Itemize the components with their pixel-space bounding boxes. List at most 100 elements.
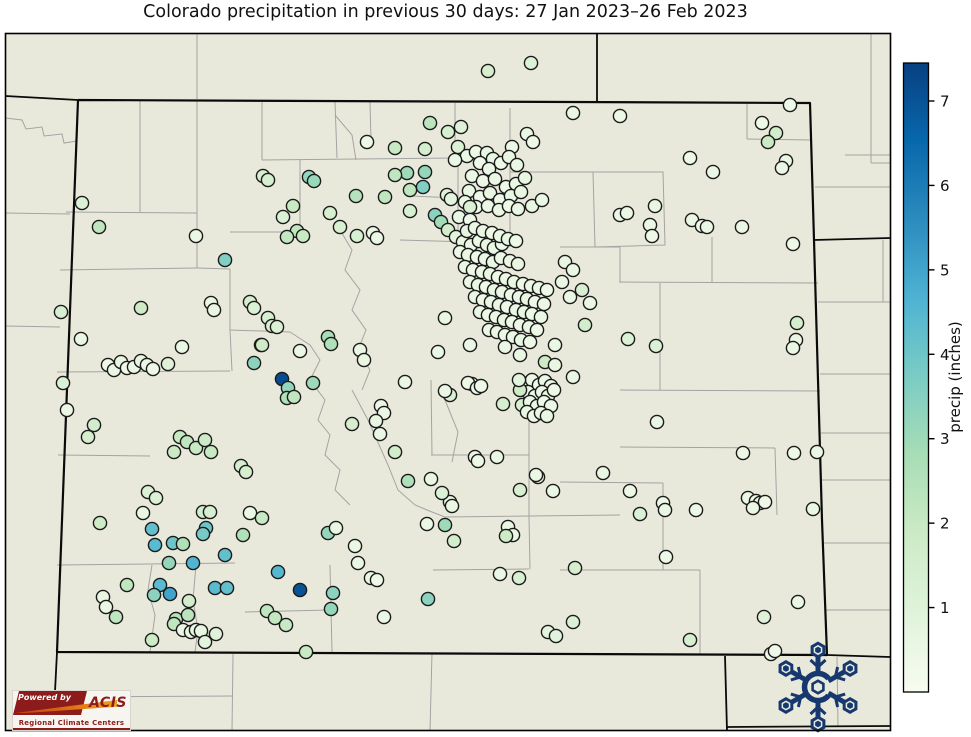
station-point bbox=[768, 125, 784, 141]
map-title: Colorado precipitation in previous 30 da… bbox=[143, 2, 748, 22]
station-point bbox=[612, 108, 628, 124]
station-point bbox=[809, 444, 825, 460]
station-point bbox=[440, 124, 456, 140]
station-point bbox=[292, 343, 308, 359]
station-point bbox=[595, 465, 611, 481]
station-point bbox=[644, 228, 660, 244]
colorbar-tick-label: 5 bbox=[940, 261, 950, 279]
station-point bbox=[688, 502, 704, 518]
station-point bbox=[350, 555, 366, 571]
station-point bbox=[202, 504, 218, 520]
station-point bbox=[242, 505, 258, 521]
station-point bbox=[146, 587, 162, 603]
station-point bbox=[547, 337, 563, 353]
station-point bbox=[785, 236, 801, 252]
station-point bbox=[565, 369, 581, 385]
station-point bbox=[348, 188, 364, 204]
station-point bbox=[356, 352, 372, 368]
station-point bbox=[359, 134, 375, 150]
acis-logo: Powered by ACIS Regional Climate Centers bbox=[13, 691, 130, 730]
station-point bbox=[734, 219, 750, 235]
station-point bbox=[188, 440, 204, 456]
station-point bbox=[323, 601, 339, 617]
station-point bbox=[447, 152, 463, 168]
station-point bbox=[188, 228, 204, 244]
station-point bbox=[119, 577, 135, 593]
station-point bbox=[529, 322, 545, 338]
station-point bbox=[387, 444, 403, 460]
station-point bbox=[620, 331, 636, 347]
station-point bbox=[443, 191, 459, 207]
station-point bbox=[369, 572, 385, 588]
station-point bbox=[133, 300, 149, 316]
station-point bbox=[517, 170, 533, 186]
station-point bbox=[632, 506, 648, 522]
station-point bbox=[160, 356, 176, 372]
station-point bbox=[74, 195, 90, 211]
station-point bbox=[98, 599, 114, 615]
station-point bbox=[369, 230, 385, 246]
station-point bbox=[735, 445, 751, 461]
station-point bbox=[387, 167, 403, 183]
station-point bbox=[162, 586, 178, 602]
station-point bbox=[565, 105, 581, 121]
station-point bbox=[376, 609, 392, 625]
stations-layer bbox=[53, 55, 825, 662]
station-point bbox=[180, 607, 196, 623]
station-point bbox=[705, 164, 721, 180]
station-point bbox=[577, 317, 593, 333]
station-point bbox=[498, 528, 514, 544]
station-point bbox=[497, 339, 513, 355]
station-point bbox=[86, 417, 102, 433]
station-point bbox=[254, 337, 270, 353]
station-point bbox=[328, 520, 344, 536]
station-point bbox=[492, 566, 508, 582]
station-point bbox=[59, 402, 75, 418]
station-point bbox=[512, 482, 528, 498]
station-point bbox=[574, 282, 590, 298]
station-point bbox=[206, 302, 222, 318]
station-point bbox=[790, 594, 806, 610]
station-point bbox=[789, 315, 805, 331]
station-point bbox=[682, 150, 698, 166]
station-point bbox=[298, 644, 314, 660]
station-point bbox=[208, 626, 224, 642]
station-point bbox=[444, 498, 460, 514]
station-point bbox=[548, 628, 564, 644]
station-point bbox=[446, 533, 462, 549]
station-point bbox=[649, 414, 665, 430]
station-point bbox=[546, 382, 562, 398]
station-point bbox=[269, 319, 285, 335]
station-point bbox=[513, 184, 529, 200]
colorbar-tick-label: 3 bbox=[940, 430, 950, 448]
station-point bbox=[785, 340, 801, 356]
station-point bbox=[246, 300, 262, 316]
station-point bbox=[508, 233, 524, 249]
station-point bbox=[536, 296, 552, 312]
station-point bbox=[437, 383, 453, 399]
station-point bbox=[533, 309, 549, 325]
station-point bbox=[166, 444, 182, 460]
station-point bbox=[756, 609, 772, 625]
colorbar-tick-label: 7 bbox=[940, 92, 950, 110]
station-point bbox=[278, 617, 294, 633]
regional-climate-centers-label: Regional Climate Centers bbox=[18, 719, 125, 727]
station-point bbox=[246, 355, 262, 371]
station-point bbox=[161, 555, 177, 571]
station-point bbox=[657, 502, 673, 518]
station-point bbox=[462, 337, 478, 353]
station-point bbox=[423, 471, 439, 487]
station-point bbox=[322, 205, 338, 221]
station-point bbox=[658, 549, 674, 565]
station-point bbox=[217, 547, 233, 563]
station-point bbox=[509, 157, 525, 173]
station-point bbox=[400, 473, 416, 489]
station-point bbox=[145, 361, 161, 377]
station-point bbox=[462, 199, 478, 215]
station-point bbox=[562, 289, 578, 305]
station-point bbox=[417, 141, 433, 157]
station-point bbox=[415, 179, 431, 195]
station-point bbox=[619, 205, 635, 221]
station-point bbox=[470, 453, 486, 469]
